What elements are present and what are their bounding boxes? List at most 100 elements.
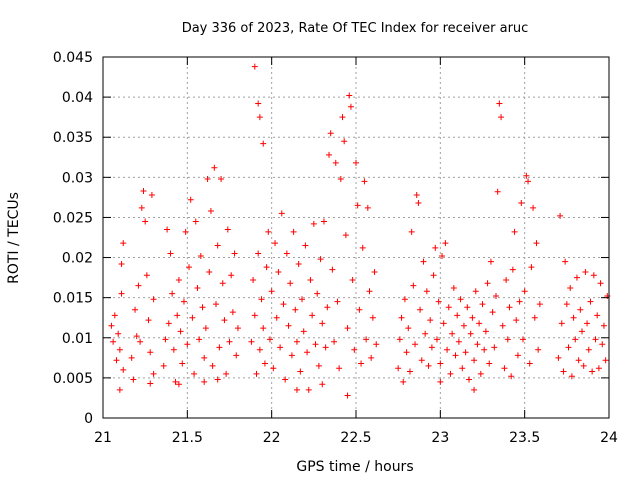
grid: [103, 57, 609, 418]
data-point: [263, 264, 270, 271]
data-point: [130, 376, 137, 383]
data-point: [558, 320, 565, 327]
data-point: [216, 344, 223, 351]
data-point: [266, 336, 273, 343]
data-point: [287, 280, 294, 287]
data-point: [575, 357, 582, 364]
data-point: [250, 277, 257, 284]
data-point: [557, 212, 564, 219]
data-point: [251, 63, 258, 70]
data-point: [347, 103, 354, 110]
data-point: [466, 376, 473, 383]
data-point: [253, 370, 260, 377]
data-point: [442, 240, 449, 247]
data-points: [108, 63, 611, 399]
data-point: [302, 242, 309, 249]
data-point: [309, 312, 316, 319]
data-point: [479, 301, 486, 308]
data-point: [336, 365, 343, 372]
data-point: [366, 288, 373, 295]
data-point: [256, 346, 263, 353]
data-point: [283, 250, 290, 257]
data-point: [268, 288, 275, 295]
data-point: [595, 365, 602, 372]
data-point: [138, 204, 145, 211]
data-point: [251, 312, 258, 319]
data-point: [332, 159, 339, 166]
x-tick-label: 22.5: [340, 430, 371, 446]
data-point: [401, 296, 408, 303]
data-point: [484, 280, 491, 287]
data-point: [201, 354, 208, 361]
data-point: [344, 392, 351, 399]
y-tick-label: 0.035: [53, 130, 93, 146]
data-point: [234, 325, 241, 332]
data-point: [118, 260, 125, 267]
data-point: [471, 386, 478, 393]
data-point: [310, 220, 317, 227]
data-point: [369, 314, 376, 321]
data-point: [116, 386, 123, 393]
data-point: [363, 336, 370, 343]
data-point: [481, 346, 488, 353]
y-tick-label: 0.025: [53, 210, 93, 226]
data-point: [135, 282, 142, 289]
data-point: [584, 320, 591, 327]
data-point: [398, 314, 405, 321]
data-point: [405, 325, 412, 332]
data-point: [439, 252, 446, 259]
data-point: [275, 268, 282, 275]
data-point: [563, 301, 570, 308]
data-point: [292, 306, 299, 313]
data-point: [565, 344, 572, 351]
data-point: [297, 368, 304, 375]
data-point: [209, 362, 216, 369]
data-point: [420, 258, 427, 265]
data-point: [469, 314, 476, 321]
data-point: [449, 330, 456, 337]
data-point: [423, 288, 430, 295]
data-point: [568, 373, 575, 380]
data-point: [201, 378, 208, 385]
data-point: [472, 288, 479, 295]
data-point: [317, 256, 324, 263]
data-point: [115, 330, 122, 337]
data-point: [293, 386, 300, 393]
data-point: [312, 341, 319, 348]
data-point: [290, 228, 297, 235]
data-point: [265, 228, 272, 235]
data-point: [486, 360, 493, 367]
data-point: [452, 352, 459, 359]
data-point: [396, 336, 403, 343]
data-point: [191, 370, 198, 377]
data-point: [174, 312, 181, 319]
data-point: [145, 317, 152, 324]
data-point: [354, 202, 361, 209]
data-point: [511, 228, 518, 235]
data-point: [587, 298, 594, 305]
y-tick-label: 0.01: [62, 331, 93, 347]
data-point: [184, 341, 191, 348]
data-point: [577, 306, 584, 313]
data-point: [579, 328, 586, 335]
data-point: [137, 338, 144, 345]
data-point: [504, 336, 511, 343]
data-point: [503, 277, 510, 284]
data-point: [169, 290, 176, 297]
data-point: [506, 304, 513, 311]
x-axis-label: GPS time / hours: [296, 459, 413, 475]
data-point: [491, 344, 498, 351]
data-point: [277, 344, 284, 351]
data-point: [260, 325, 267, 332]
data-point: [255, 250, 262, 257]
data-point: [460, 322, 467, 329]
data-point: [516, 298, 523, 305]
data-point: [278, 210, 285, 217]
x-tick-label: 23.5: [509, 430, 540, 446]
data-point: [476, 320, 483, 327]
data-point: [218, 175, 225, 182]
data-point: [600, 322, 607, 329]
data-point: [164, 226, 171, 233]
data-point: [400, 378, 407, 385]
